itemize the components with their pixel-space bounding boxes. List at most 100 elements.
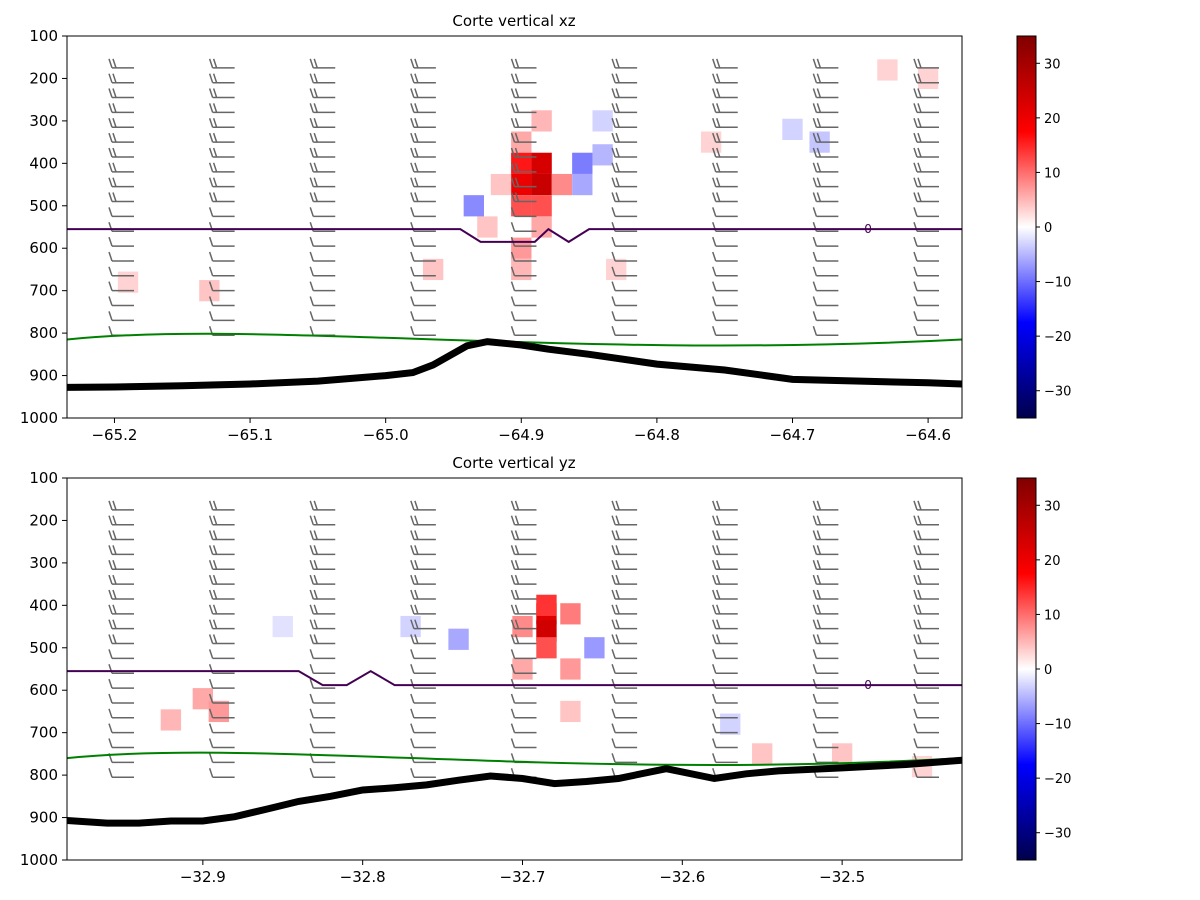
wind-barb	[611, 708, 638, 719]
wind-barb	[812, 634, 839, 645]
wind-barb	[712, 162, 738, 173]
wind-barb	[812, 73, 839, 84]
wind-barb	[208, 132, 235, 143]
wind-barb	[913, 530, 939, 541]
wind-barb	[410, 118, 436, 129]
wind-barb	[208, 693, 235, 704]
wind-barb	[712, 738, 738, 749]
wind-barb	[913, 58, 939, 69]
wind-barb	[309, 311, 336, 322]
wind-barb	[913, 634, 939, 645]
wind-barb	[812, 589, 839, 600]
colorbar-tick-label: −10	[1044, 276, 1071, 291]
colorbar-tick-label: 20	[1044, 112, 1061, 127]
wind-barb	[108, 649, 134, 660]
wind-barb	[309, 162, 336, 173]
wind-barb	[208, 530, 235, 541]
wind-barb	[510, 634, 537, 645]
wind-barb	[410, 530, 436, 541]
freezing-level-line-yz	[67, 669, 962, 687]
heatmap-cell	[511, 195, 532, 217]
terrain-line-yz	[67, 756, 962, 827]
wind-barb	[611, 619, 638, 630]
wind-barb	[712, 58, 738, 69]
wind-barb	[712, 649, 738, 660]
wind-barb	[712, 589, 738, 600]
wind-barb	[410, 162, 436, 173]
wind-barb	[510, 589, 537, 600]
wind-barb	[309, 723, 336, 734]
wind-barb	[611, 678, 638, 689]
y-tick-label: 200	[29, 69, 58, 87]
wind-barb	[208, 266, 235, 277]
heatmap-cell	[536, 620, 557, 642]
wind-barb	[410, 177, 436, 188]
wind-barb	[208, 589, 235, 600]
wind-barb	[309, 296, 336, 307]
wind-barb	[812, 147, 839, 158]
wind-barb	[510, 103, 537, 114]
wind-barb	[812, 738, 839, 749]
wind-barb	[812, 103, 839, 114]
wind-barb	[410, 515, 436, 526]
wind-barb	[812, 266, 839, 277]
wind-barb	[913, 132, 939, 143]
wind-barb	[309, 767, 336, 778]
wind-barb	[208, 281, 235, 292]
wind-barb	[410, 723, 436, 734]
wind-barb	[913, 604, 939, 615]
y-tick-label: 100	[29, 469, 58, 487]
wind-barb	[712, 251, 738, 262]
wind-barb	[108, 132, 134, 143]
wind-barb	[712, 560, 738, 571]
heatmap-cell	[560, 658, 581, 680]
heatmap-cell	[877, 59, 898, 81]
wind-barb	[108, 251, 134, 262]
wind-barb	[208, 723, 235, 734]
heatmap-cell	[531, 152, 552, 174]
heatmap-cell	[531, 216, 552, 238]
chart-title-xz: Corte vertical xz	[452, 12, 575, 30]
heatmap-cell	[208, 700, 230, 723]
heatmap-cell	[720, 713, 741, 735]
wind-barb	[208, 162, 235, 173]
colorbar-tick-label: 10	[1044, 166, 1061, 181]
wind-barb	[510, 560, 537, 571]
wind-barb	[309, 708, 336, 719]
wind-barb	[611, 574, 638, 585]
wind-barb	[712, 574, 738, 585]
wind-barb	[712, 693, 738, 704]
wind-barb	[611, 634, 638, 645]
wind-barb	[510, 162, 537, 173]
wind-barb	[309, 58, 336, 69]
heatmap-cell	[477, 216, 498, 238]
heatmap-cell	[531, 173, 552, 196]
wind-barb	[812, 58, 839, 69]
wind-barb	[913, 708, 939, 719]
wind-barb	[108, 589, 134, 600]
x-axis-ticks-xz: −65.2 −65.1 −65.0 −64.9 −64.8 −64.7 −64.6	[91, 418, 951, 444]
colorbar-tick-label: 20	[1044, 554, 1061, 569]
wind-barb	[208, 73, 235, 84]
wind-barb	[510, 604, 537, 615]
wind-barb	[712, 73, 738, 84]
y-tick-label: 800	[29, 324, 58, 342]
wind-barb	[712, 296, 738, 307]
wind-barb	[510, 693, 537, 704]
y-tick-label: 1000	[20, 409, 58, 427]
x-tick-label: −65.0	[363, 426, 409, 444]
colorbar-ticks-xz: 30 20 10 0 −10 −20 −30	[1036, 57, 1071, 400]
wind-barb	[309, 281, 336, 292]
wind-barb	[611, 738, 638, 749]
y-tick-label: 700	[29, 282, 58, 300]
wind-barb	[108, 678, 134, 689]
wind-barb	[410, 545, 436, 556]
wind-barb	[913, 515, 939, 526]
wind-barb	[108, 693, 134, 704]
wind-barb	[812, 88, 839, 99]
wind-barb	[712, 192, 738, 203]
heatmap-cell	[560, 603, 581, 625]
wind-barb	[309, 500, 336, 511]
heatmap-cell	[752, 743, 773, 765]
